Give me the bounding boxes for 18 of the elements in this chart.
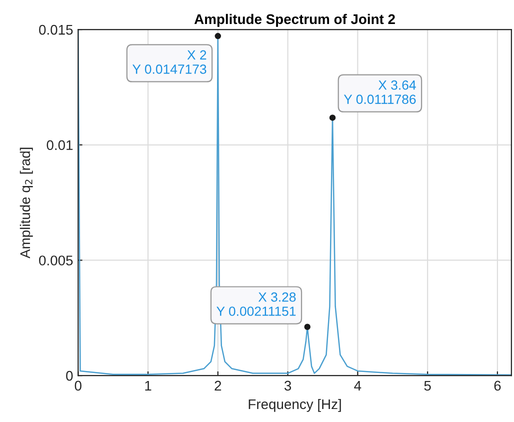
x-axis-title: Frequency [Hz] bbox=[248, 398, 341, 412]
x-tick-label: 1 bbox=[145, 380, 152, 391]
annotation: X 3.64 Y 0.0111786 bbox=[344, 80, 416, 104]
y-tick-label: 0.01 bbox=[46, 140, 73, 150]
x-tick-label: 5 bbox=[424, 380, 431, 391]
x-tick-label: 4 bbox=[354, 380, 362, 391]
y-tick-label: 0.015 bbox=[39, 24, 73, 35]
y-tick-label: 0.005 bbox=[39, 256, 73, 266]
y-tick-label: 0 bbox=[66, 370, 73, 381]
chart-title: Amplitude Spectrum of Joint 2 bbox=[194, 14, 395, 27]
y-axis-title: Amplitude q$_{2}$ [rad] bbox=[20, 148, 33, 258]
annotation: X 3.28 Y 0.00211151 bbox=[216, 292, 296, 316]
line-series bbox=[78, 30, 512, 376]
x-tick-label: 0 bbox=[74, 380, 82, 391]
x-tick-label: 3 bbox=[284, 380, 292, 391]
annotation: X 2 Y 0.0147173 bbox=[132, 50, 206, 74]
x-tick-label: 6 bbox=[494, 380, 501, 391]
x-tick-label: 2 bbox=[214, 380, 222, 391]
